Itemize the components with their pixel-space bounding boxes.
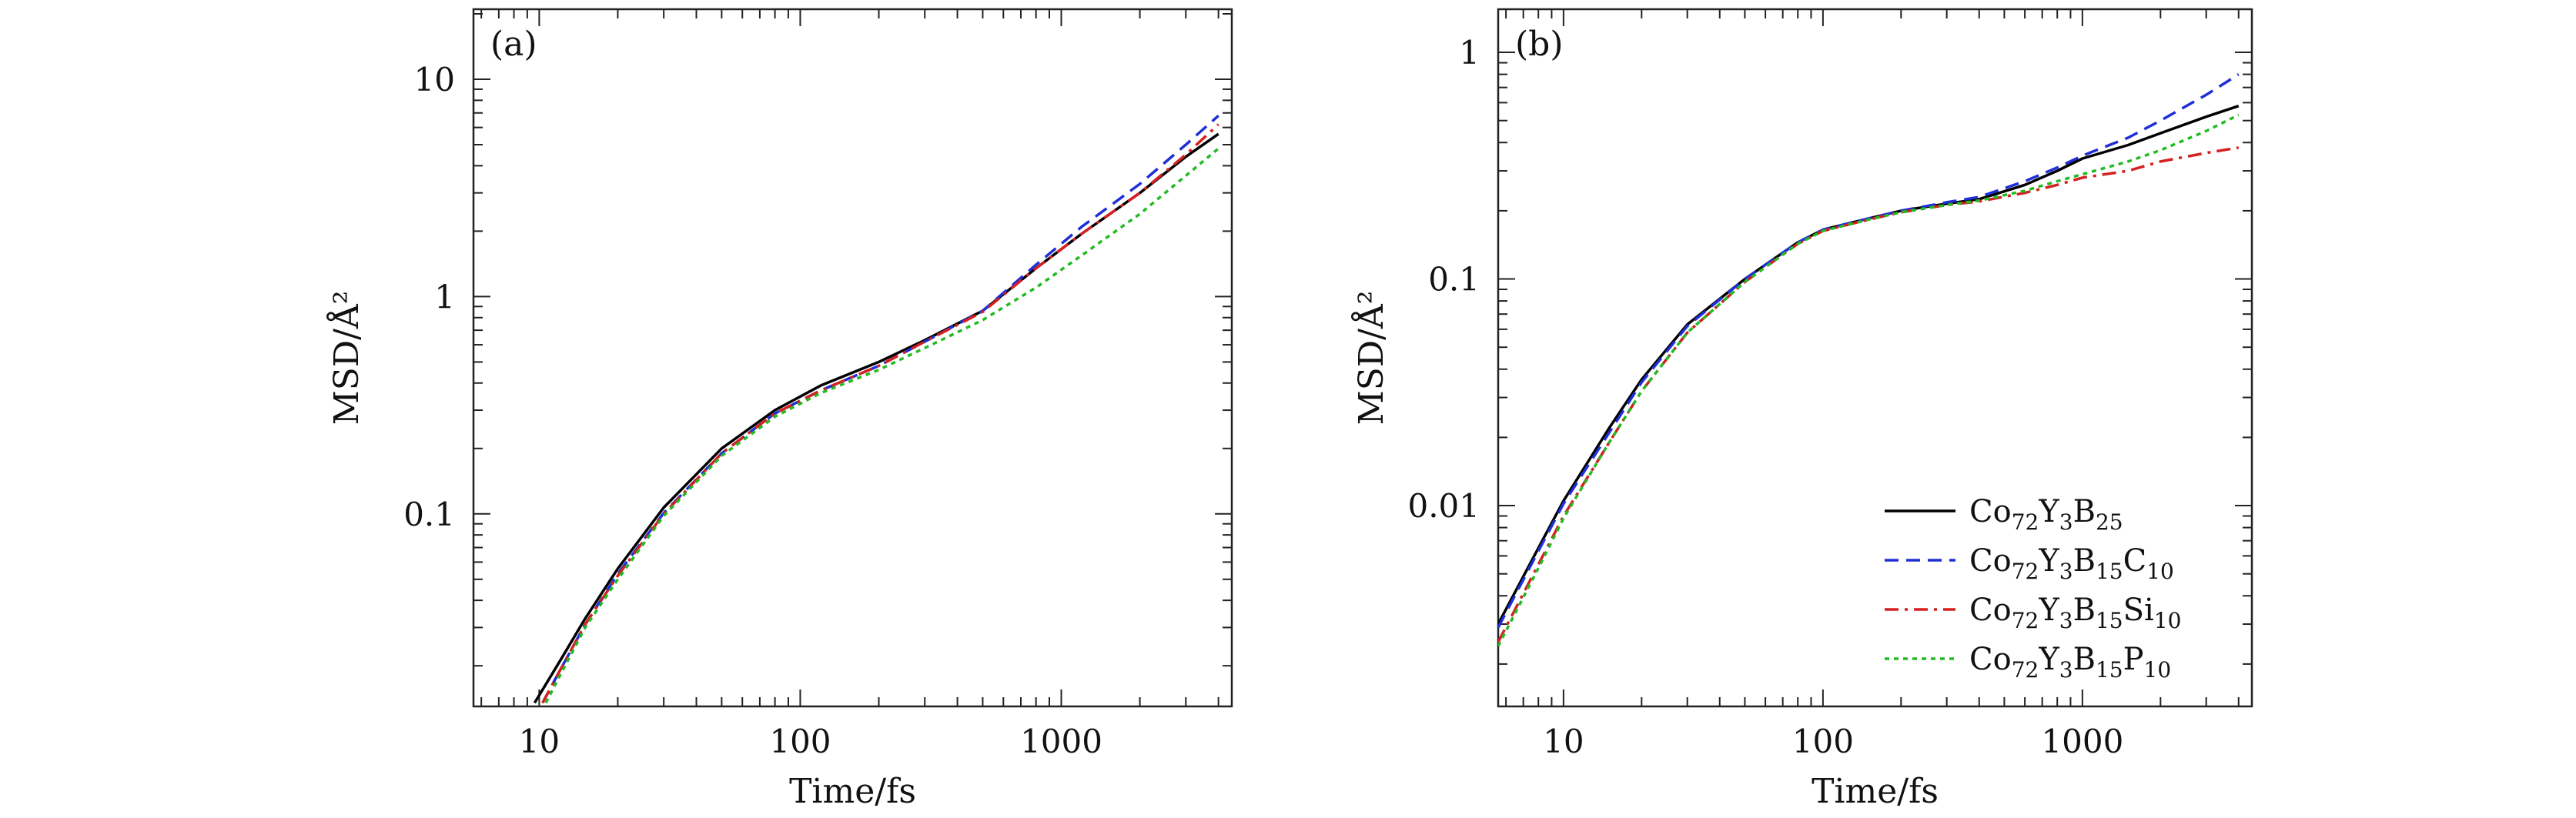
y-tick-label: 10: [414, 61, 455, 98]
legend-element: Co: [1969, 593, 2012, 628]
legend-element: B: [2073, 494, 2096, 529]
x-tick-label: 10: [1543, 723, 1584, 760]
y-tick-label: 0.1: [403, 496, 455, 533]
panel-b: 10 100 10000.010.11Time/fsMSD/Å²(b)Co72Y3B…: [1350, 8, 2253, 811]
legend-subscript: 10: [2154, 608, 2182, 633]
y-axis-label: MSD/Å²: [326, 291, 366, 426]
panel-label: (b): [1515, 25, 1564, 64]
legend-label: Co72Y3B15P10: [1969, 642, 2171, 683]
legend-subscript: 3: [2059, 509, 2073, 535]
legend-label: Co72Y3B15Si10: [1969, 593, 2181, 633]
series-line-Co72Y3B15Si10: [541, 123, 1219, 704]
x-tick-label: 100: [769, 723, 831, 760]
legend-element: B: [2073, 593, 2096, 628]
legend-entry: Co72Y3B25: [1885, 494, 2123, 535]
legend-entry: Co72Y3B15C10: [1885, 543, 2174, 584]
legend-entry: Co72Y3B15P10: [1885, 642, 2171, 683]
legend-subscript: 72: [2012, 608, 2039, 633]
legend-label: Co72Y3B25: [1969, 494, 2123, 535]
legend-subscript: 72: [2012, 509, 2039, 535]
x-tick-label: 10: [519, 723, 560, 760]
panel-a: 10 100 1000 0.1 1 10 Time/fs MSD/Å² (a): [326, 8, 1233, 811]
legend-element: Y: [2038, 642, 2059, 677]
legend-subscript: 15: [2096, 657, 2123, 683]
series-line-Co72Y3B15P10: [1498, 113, 2240, 647]
legend-subscript: 72: [2012, 657, 2039, 683]
legend-element: Y: [2038, 543, 2059, 579]
y-axis-ticks: [473, 12, 1232, 667]
y-tick-label: 0.01: [1407, 487, 1480, 525]
legend-element: Si: [2123, 593, 2154, 628]
series-line-Co72Y3B15P10: [544, 147, 1219, 704]
legend-element: Co: [1969, 642, 2012, 677]
legend-subscript: 3: [2059, 559, 2073, 584]
legend: Co72Y3B25Co72Y3B15C10Co72Y3B15Si10Co72Y3…: [1885, 494, 2181, 683]
legend-subscript: 3: [2059, 657, 2073, 683]
series-line-Co72Y3B25: [533, 132, 1219, 704]
legend-subscript: 15: [2096, 608, 2123, 633]
legend-element: Co: [1969, 543, 2012, 579]
y-tick-label: 1: [1459, 34, 1480, 72]
plot-frame: [1497, 8, 2253, 708]
y-tick-label: 1: [434, 278, 455, 316]
x-tick-label: 1000: [1020, 723, 1102, 760]
legend-element: B: [2073, 642, 2096, 677]
x-tick-label: 1000: [2041, 723, 2123, 760]
legend-element: B: [2073, 543, 2096, 579]
legend-subscript: 25: [2096, 509, 2123, 535]
legend-subscript: 10: [2146, 559, 2174, 584]
x-axis-ticks: [480, 9, 1219, 706]
legend-element: C: [2123, 543, 2147, 579]
plot-frame: [472, 8, 1233, 708]
x-axis-ticks: [1505, 9, 2240, 706]
x-tick-label: 100: [1792, 723, 1854, 760]
x-axis-label: Time/fs: [1812, 772, 1939, 811]
y-axis-label: MSD/Å²: [1350, 291, 1391, 426]
legend-element: Y: [2038, 494, 2059, 529]
series-line-Co72Y3B15C10: [541, 114, 1219, 704]
legend-subscript: 10: [2144, 657, 2172, 683]
x-axis-label: Time/fs: [789, 772, 916, 811]
legend-subscript: 3: [2059, 608, 2073, 633]
legend-subscript: 72: [2012, 559, 2039, 584]
y-tick-label: 0.1: [1428, 261, 1480, 299]
legend-entry: Co72Y3B15Si10: [1885, 593, 2181, 633]
panel-label: (a): [490, 25, 537, 64]
legend-element: Co: [1969, 494, 2012, 529]
series-lines: [1498, 73, 2240, 647]
y-axis-ticks: [1498, 52, 2252, 665]
legend-element: P: [2123, 642, 2144, 677]
series-lines: [533, 114, 1219, 704]
legend-label: Co72Y3B15C10: [1969, 543, 2174, 584]
legend-element: Y: [2038, 593, 2059, 628]
legend-subscript: 15: [2096, 559, 2123, 584]
